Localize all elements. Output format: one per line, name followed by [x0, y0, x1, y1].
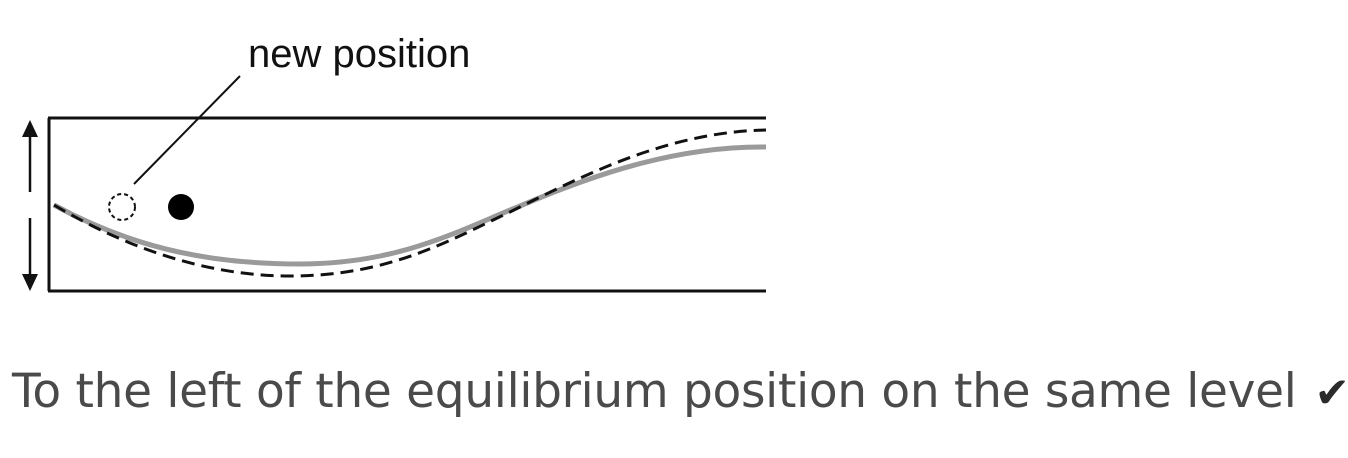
original-wave — [52, 144, 767, 267]
new-position-label: new position — [248, 32, 470, 76]
label-leader-line — [133, 75, 241, 185]
answer-line: To the left of the equilibrium position … — [12, 364, 1348, 419]
double-arrow-icon — [22, 120, 38, 291]
new-position-particle — [108, 193, 136, 221]
check-mark-icon: ✔ — [1314, 368, 1348, 417]
equilibrium-particle — [168, 194, 194, 220]
wave-diagram: new position — [22, 32, 767, 293]
answer-text: To the left of the equilibrium position … — [12, 364, 1297, 419]
displaced-wave — [53, 128, 767, 278]
